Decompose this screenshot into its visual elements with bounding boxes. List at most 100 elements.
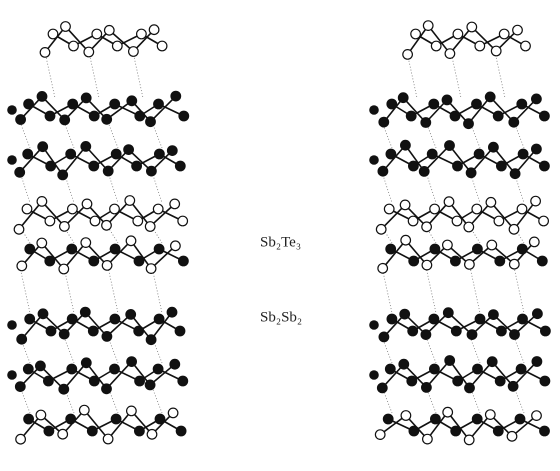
atom-filled xyxy=(427,149,437,159)
atom-filled xyxy=(453,376,463,386)
atom-open xyxy=(494,216,504,226)
atom-open xyxy=(375,430,385,440)
atom-filled xyxy=(66,149,76,159)
atom-filled xyxy=(60,115,70,125)
atom-filled xyxy=(518,314,528,324)
atom-filled xyxy=(176,426,186,436)
atom-filled xyxy=(445,141,455,151)
atom-open xyxy=(147,430,157,440)
atom-filled xyxy=(134,326,144,336)
atom-open xyxy=(517,204,527,214)
atom-filled xyxy=(387,314,397,324)
bond xyxy=(150,96,175,122)
atom-filled xyxy=(540,161,550,171)
atom-open xyxy=(58,429,68,439)
dotted-bond xyxy=(382,172,392,203)
atom-open xyxy=(467,22,477,32)
atom-open xyxy=(105,26,115,36)
atom-open xyxy=(127,406,137,416)
atom-filled xyxy=(475,314,485,324)
atom-filled xyxy=(155,414,165,424)
atom-open xyxy=(530,237,540,247)
atom-filled xyxy=(24,414,34,424)
atom-open xyxy=(149,25,159,35)
atom-filled xyxy=(540,376,550,386)
atom-filled xyxy=(7,370,17,380)
atom-filled xyxy=(68,99,78,109)
atom-filled xyxy=(102,384,112,394)
atom-filled xyxy=(387,99,397,109)
atom-filled xyxy=(176,161,186,171)
atom-filled xyxy=(36,361,46,371)
atom-filled xyxy=(17,334,27,344)
atom-filled xyxy=(450,111,460,121)
atom-filled xyxy=(110,99,120,109)
atom-filled xyxy=(401,140,411,150)
atom-filled xyxy=(508,382,518,392)
atom-filled xyxy=(147,166,157,176)
atom-filled xyxy=(497,326,507,336)
atom-filled xyxy=(81,93,91,103)
atom-open xyxy=(430,204,440,214)
atom-open xyxy=(443,240,453,250)
atom-filled xyxy=(67,314,77,324)
atom-filled xyxy=(509,117,519,127)
atom-open xyxy=(513,25,523,35)
atom-open xyxy=(170,199,180,209)
atom-open xyxy=(487,240,497,250)
atom-filled xyxy=(518,244,528,254)
dotted-bond xyxy=(514,337,524,363)
dotted-bond xyxy=(64,122,74,148)
atom-filled xyxy=(532,144,542,154)
atom-filled xyxy=(88,426,98,436)
atom-filled xyxy=(154,244,164,254)
dotted-bond xyxy=(45,52,55,98)
atom-open xyxy=(400,200,410,210)
atom-filled xyxy=(379,117,389,127)
atom-filled xyxy=(23,149,33,159)
atom-filled xyxy=(406,111,416,121)
atom-filled xyxy=(451,256,461,266)
atom-filled xyxy=(378,166,388,176)
structure-left xyxy=(7,22,188,444)
atom-filled xyxy=(453,161,463,171)
atom-open xyxy=(68,204,78,214)
atom-filled xyxy=(171,91,181,101)
atom-filled xyxy=(472,414,482,424)
atom-open xyxy=(472,204,482,214)
atom-filled xyxy=(7,320,17,330)
atom-filled xyxy=(81,307,91,317)
atom-filled xyxy=(89,326,99,336)
atom-filled xyxy=(489,142,499,152)
dotted-bond xyxy=(108,172,118,203)
atom-filled xyxy=(430,244,440,254)
atom-filled xyxy=(444,308,454,318)
atom-open xyxy=(510,259,520,269)
atom-filled xyxy=(516,364,526,374)
atom-open xyxy=(61,22,71,32)
atom-open xyxy=(464,435,474,445)
atom-filled xyxy=(7,105,17,115)
atom-filled xyxy=(515,414,525,424)
atom-filled xyxy=(540,426,550,436)
atom-open xyxy=(125,196,135,206)
atom-open xyxy=(486,410,496,420)
atom-open xyxy=(168,408,178,418)
atom-open xyxy=(401,411,411,421)
atom-filled xyxy=(153,364,163,374)
atom-filled xyxy=(487,357,497,367)
atom-filled xyxy=(473,364,483,374)
atom-filled xyxy=(45,256,55,266)
atom-open xyxy=(464,222,474,232)
atom-filled xyxy=(110,314,120,324)
dotted-bond xyxy=(514,267,524,313)
atom-filled xyxy=(16,115,26,125)
atom-open xyxy=(423,21,433,31)
atom-filled xyxy=(38,309,48,319)
atom-open xyxy=(499,29,509,39)
atom-open xyxy=(113,41,123,51)
atom-open xyxy=(171,241,181,251)
atom-filled xyxy=(497,161,507,171)
atom-filled xyxy=(464,119,474,129)
atom-open xyxy=(378,264,388,274)
